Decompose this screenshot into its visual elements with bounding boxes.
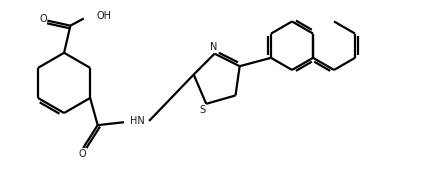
Text: HN: HN — [130, 116, 145, 126]
Text: O: O — [78, 149, 86, 159]
Text: N: N — [210, 42, 217, 52]
Text: S: S — [200, 105, 206, 115]
Text: OH: OH — [97, 11, 112, 21]
Text: O: O — [40, 14, 47, 24]
